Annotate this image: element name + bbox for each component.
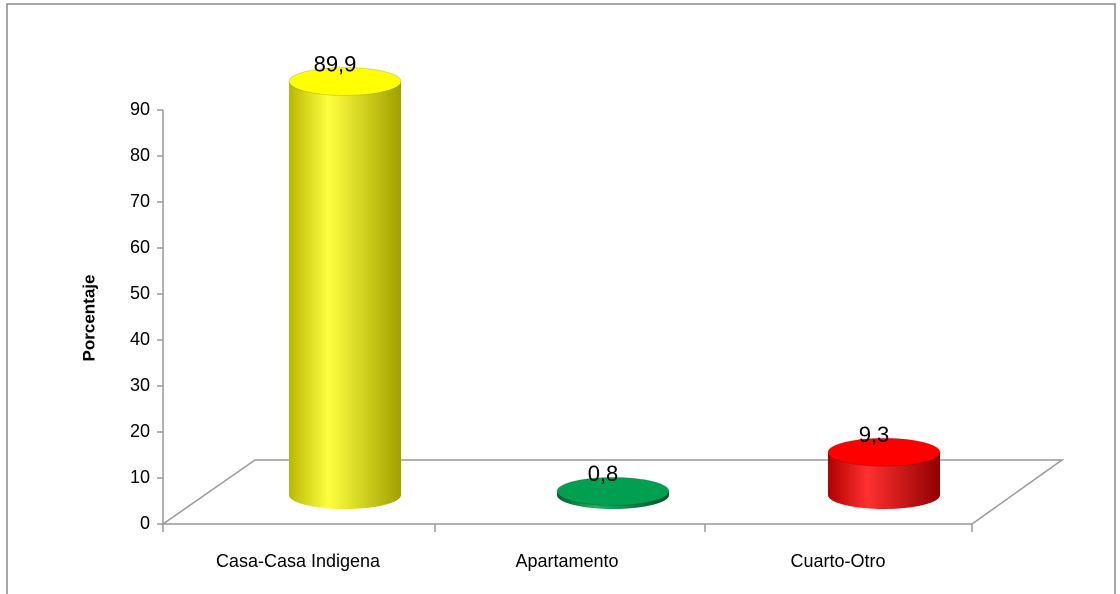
bar <box>828 452 940 509</box>
bar-top <box>827 437 941 467</box>
value-label: 0,8 <box>588 461 619 486</box>
y-axis-title: Porcentaje <box>79 275 98 362</box>
x-tick-label: Apartamento <box>515 551 618 571</box>
y-tick-label: 90 <box>130 99 150 119</box>
y-tick-label: 40 <box>130 329 150 349</box>
bar-top <box>556 476 670 506</box>
bar-top <box>288 66 402 96</box>
y-tick-label: 20 <box>130 421 150 441</box>
y-tick-label: 50 <box>130 283 150 303</box>
frame <box>6 3 1116 594</box>
value-label: 9,3 <box>859 422 890 447</box>
bar <box>289 81 401 510</box>
y-tick-label: 10 <box>130 467 150 487</box>
y-tick-label: 0 <box>140 513 150 533</box>
y-tick-label: 80 <box>130 145 150 165</box>
value-label: 89,9 <box>314 51 357 76</box>
y-tick-label: 30 <box>130 375 150 395</box>
y-tick-label: 60 <box>130 237 150 257</box>
y-tick-label: 70 <box>130 191 150 211</box>
x-tick-label: Casa-Casa Indigena <box>216 551 381 571</box>
x-tick-label: Cuarto-Otro <box>790 551 885 571</box>
